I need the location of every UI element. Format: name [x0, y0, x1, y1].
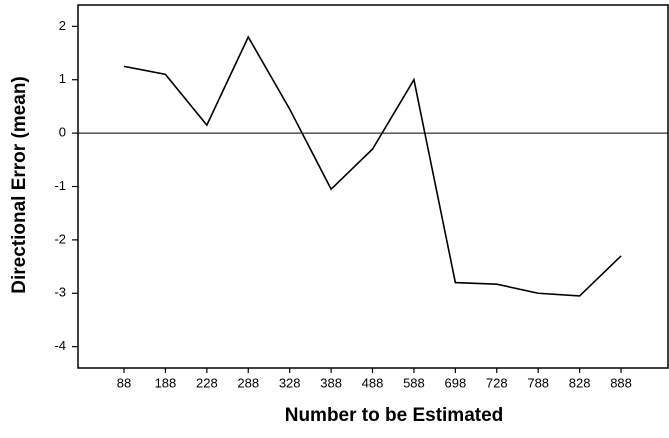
line-series	[123, 35, 622, 297]
x-tick-label: 728	[486, 375, 508, 390]
x-tick-label: 698	[445, 375, 467, 390]
x-tick-label: 288	[237, 375, 259, 390]
x-tick-label: 228	[196, 375, 218, 390]
y-tick-label: -3	[54, 285, 66, 300]
x-tick-label: 488	[362, 375, 384, 390]
y-tick-label: -1	[54, 178, 66, 193]
plot-frame	[77, 4, 669, 369]
x-tick-label: 788	[527, 375, 549, 390]
y-axis-title: Directional Error (mean)	[9, 76, 30, 294]
x-axis-title: Number to be Estimated	[285, 405, 504, 426]
y-tick-label: 2	[59, 18, 66, 33]
x-tick-label: 588	[403, 375, 425, 390]
y-tick-label: 1	[59, 71, 66, 86]
y-tick-label: -2	[54, 231, 66, 246]
x-tick-label: 888	[610, 375, 632, 390]
x-tick-label: 828	[569, 375, 591, 390]
x-tick-label: 328	[279, 375, 301, 390]
y-tick-label: -4	[54, 338, 66, 353]
y-tick-label: 0	[59, 125, 66, 140]
x-tick-label: 88	[117, 375, 131, 390]
x-tick-label: 188	[155, 375, 177, 390]
x-tick-label: 388	[320, 375, 342, 390]
